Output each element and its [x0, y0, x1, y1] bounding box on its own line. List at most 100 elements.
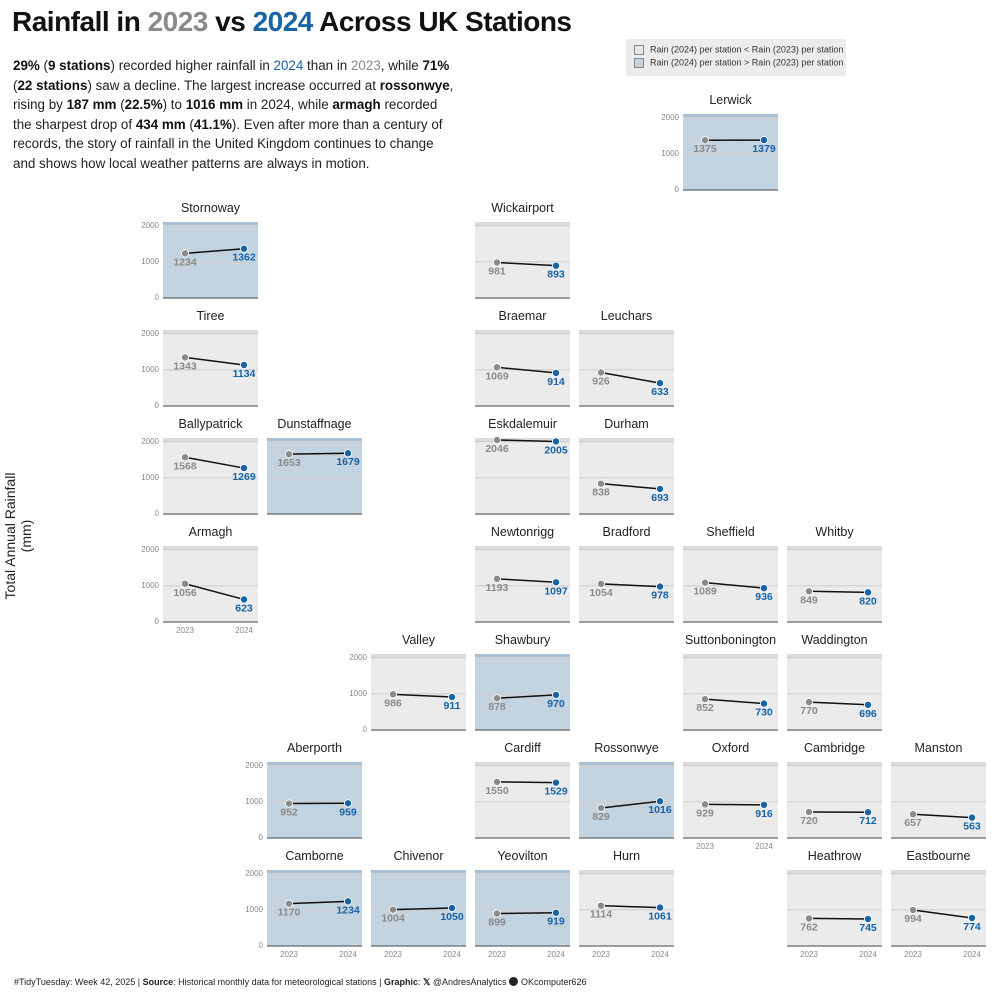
series-line — [288, 452, 349, 455]
y-tick-label: 2000 — [661, 112, 679, 122]
point-2024 — [760, 584, 769, 593]
value-label-2024: 820 — [859, 595, 877, 607]
series-line — [704, 581, 765, 589]
station-plot: 1069 914 — [475, 330, 570, 407]
point-2024 — [656, 582, 665, 591]
station-panel-suttonbonington: Suttonbonington 852 730 — [683, 633, 778, 731]
station-name: Aberporth — [287, 741, 342, 755]
y-tick-label: 0 — [258, 941, 263, 950]
value-label-2024: 1362 — [232, 252, 256, 264]
point-2023 — [700, 800, 709, 809]
legend-label-decrease: Rain (2024) per station < Rain (2023) pe… — [650, 44, 844, 55]
series-line — [600, 371, 661, 384]
point-2023 — [700, 136, 709, 145]
x-logo-icon: 𝕏 — [423, 977, 433, 987]
series-line — [392, 907, 453, 911]
x-tick-label: 2023 — [176, 626, 194, 635]
station-plot: 981 893 — [475, 222, 570, 299]
station-panel-lerwick: Lerwick 1375 1379 0 1000 2000 — [661, 93, 778, 194]
panel-top-strip — [579, 870, 674, 873]
value-label-2023: 838 — [592, 487, 610, 499]
station-name: Manston — [914, 741, 963, 755]
point-2024 — [240, 595, 249, 604]
value-label-2024: 745 — [859, 922, 877, 934]
station-panel-oxford: Oxford 929 916 2023 2024 — [683, 741, 778, 851]
panel-background — [683, 654, 778, 730]
value-label-2024: 1379 — [752, 143, 776, 155]
station-plot: 1234 1362 — [163, 222, 258, 299]
series-line — [496, 261, 557, 267]
station-name: Eastbourne — [906, 849, 971, 863]
series-line — [600, 482, 661, 490]
y-tick-label: 0 — [154, 293, 159, 302]
panel-top-strip — [475, 222, 570, 225]
point-2023 — [492, 258, 501, 267]
value-label-2023: 1568 — [173, 460, 197, 472]
value-label-2024: 1050 — [440, 911, 464, 923]
value-label-2024: 936 — [755, 591, 773, 603]
station-plot: 657 563 — [891, 762, 986, 839]
value-label-2023: 1234 — [173, 256, 197, 268]
value-label-2024: 1234 — [336, 904, 360, 916]
point-2023 — [492, 909, 501, 918]
x-tick-label: 2023 — [800, 950, 818, 959]
station-plot: 1004 1050 — [371, 870, 466, 947]
value-label-2024: 730 — [755, 707, 773, 719]
point-2023 — [700, 578, 709, 587]
station-name: Sheffield — [706, 525, 755, 539]
value-label-2023: 986 — [384, 697, 402, 709]
panel-top-strip — [683, 546, 778, 549]
series-line — [184, 456, 245, 469]
station-panel-shawbury: Shawbury 878 970 — [475, 633, 570, 731]
panel-top-strip — [579, 546, 674, 549]
station-panel-waddington: Waddington 770 696 — [787, 633, 882, 731]
station-name: Oxford — [711, 741, 750, 755]
point-2024 — [760, 800, 769, 809]
station-plot: 929 916 — [683, 762, 778, 839]
value-label-2024: 696 — [859, 708, 877, 720]
station-panel-newtonrigg: Newtonrigg 1193 1097 — [475, 525, 570, 623]
y-tick-label: 2000 — [141, 220, 159, 230]
panel-top-strip — [579, 330, 674, 333]
y-tick-label: 2000 — [141, 328, 159, 338]
panel-background — [163, 438, 258, 514]
series-line — [808, 917, 869, 920]
panel-background — [787, 762, 882, 838]
station-name: Armagh — [188, 525, 233, 539]
y-tick-label: 2000 — [245, 760, 263, 770]
station-name: Chivenor — [393, 849, 444, 863]
station-panel-durham: Durham 838 693 — [579, 417, 674, 515]
x-tick-label: 2023 — [488, 950, 506, 959]
point-2024 — [448, 904, 457, 913]
point-2023 — [596, 579, 605, 588]
x-tick-label: 2024 — [859, 950, 877, 959]
panel-background — [267, 870, 362, 946]
point-2024 — [552, 690, 561, 699]
station-plot: 770 696 — [787, 654, 882, 731]
station-name: Shawbury — [494, 633, 551, 647]
point-2024 — [240, 360, 249, 369]
point-2024 — [344, 799, 353, 808]
station-plot: 1550 1529 — [475, 762, 570, 839]
y-tick-label: 2000 — [349, 652, 367, 662]
value-label-2024: 914 — [547, 376, 565, 388]
station-name: Lerwick — [709, 93, 752, 107]
point-2024 — [656, 379, 665, 388]
panel-background — [579, 438, 674, 514]
station-name: Rossonwye — [594, 741, 659, 755]
panel-background — [163, 546, 258, 622]
panel-top-strip — [787, 546, 882, 549]
station-panel-wickairport: Wickairport 981 893 — [475, 201, 570, 299]
station-plot: 1056 623 — [163, 546, 258, 623]
station-plot: 2046 2005 — [475, 435, 570, 515]
station-panel-tiree: Tiree 1343 1134 0 1000 2000 — [141, 309, 258, 410]
point-2023 — [180, 453, 189, 462]
panel-background — [891, 762, 986, 838]
y-tick-label: 0 — [362, 725, 367, 734]
point-2023 — [492, 777, 501, 786]
station-panel-rossonwye: Rossonwye 829 1016 — [579, 741, 674, 839]
point-2024 — [864, 808, 873, 817]
legend-swatch-decrease — [634, 44, 644, 55]
github-handle: OKcomputer626 — [521, 977, 587, 987]
panel-background — [475, 762, 570, 838]
